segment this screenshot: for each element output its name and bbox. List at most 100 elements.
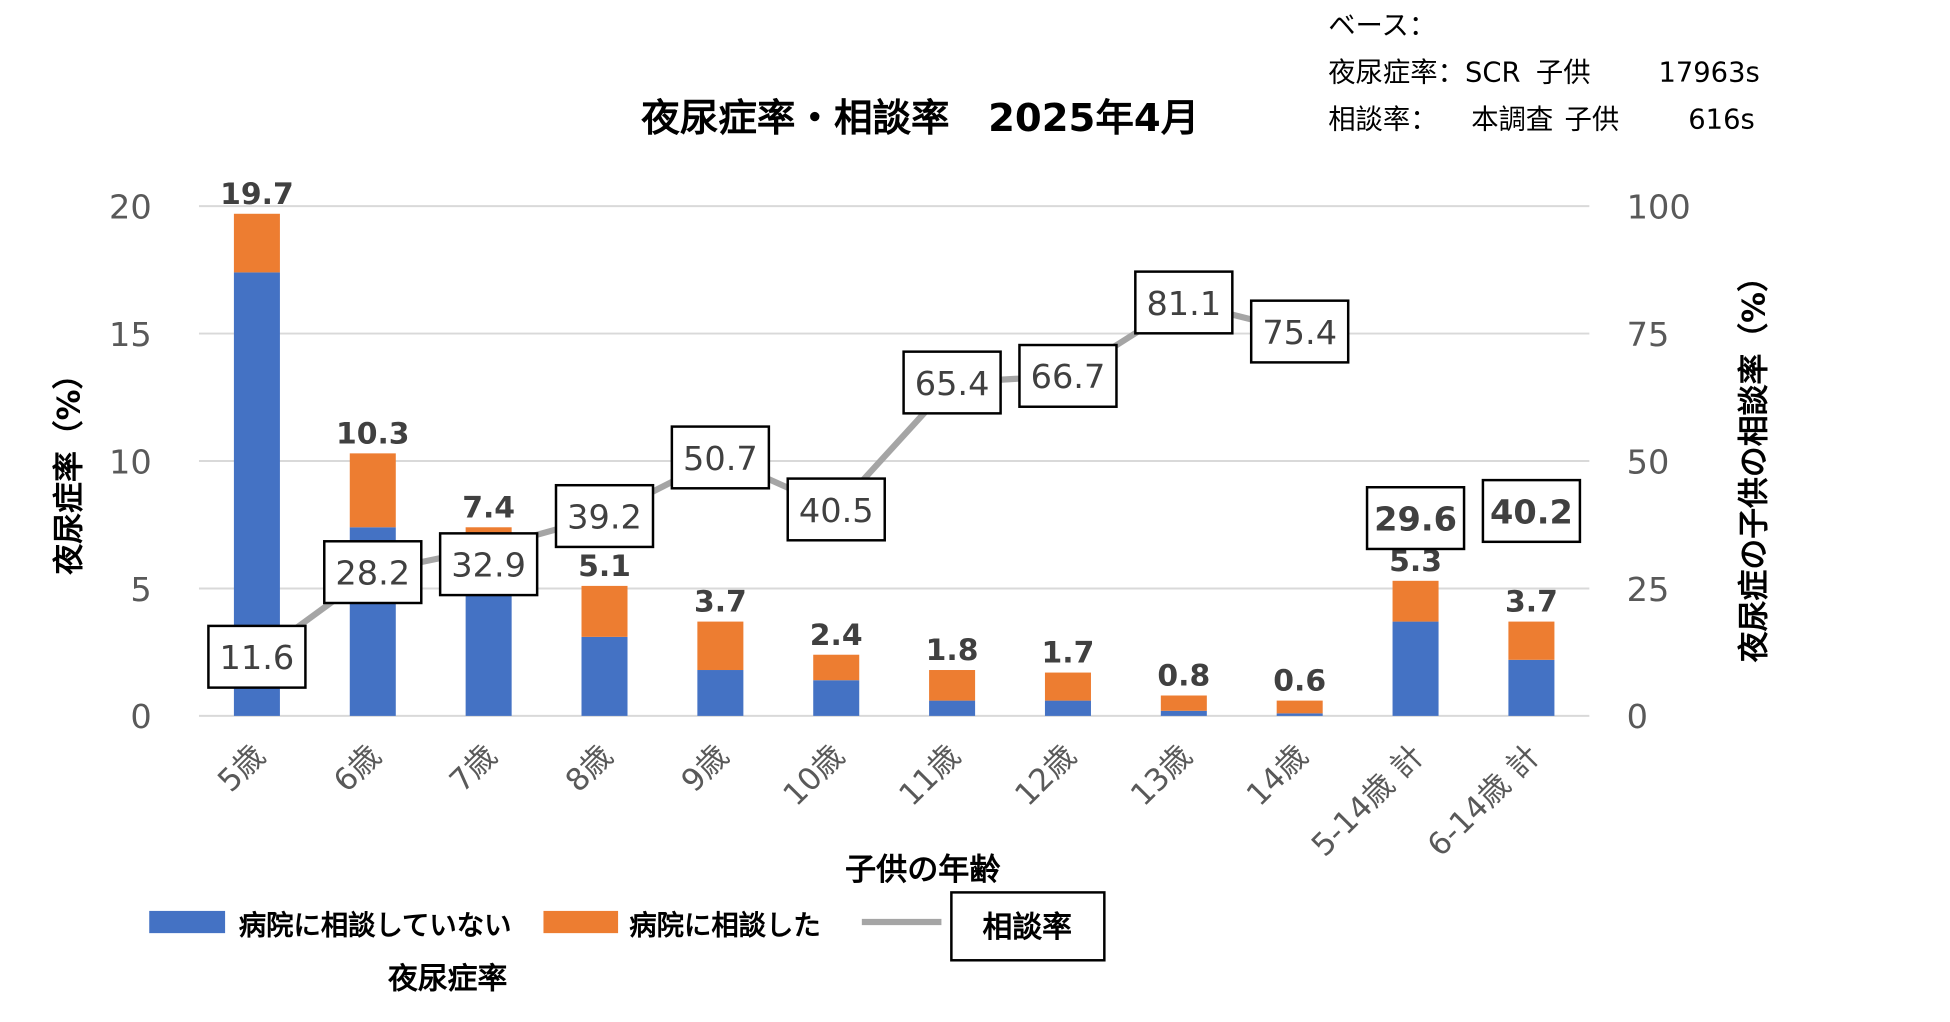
rate-label-text: 66.7 bbox=[1031, 357, 1106, 396]
total-label: 10.3 bbox=[336, 417, 410, 452]
rate-label-text: 65.4 bbox=[915, 364, 990, 403]
rate-label: 39.2 bbox=[554, 483, 655, 549]
y-axis-right: 0 25 50 75 100 bbox=[1627, 188, 1691, 737]
total-label: 0.8 bbox=[1157, 659, 1210, 694]
gridlines bbox=[198, 205, 1590, 717]
bar-consulted bbox=[349, 453, 396, 528]
rate-label-box bbox=[1134, 270, 1234, 335]
rate-label: 75.4 bbox=[1249, 299, 1350, 364]
rate-label-box bbox=[207, 624, 307, 689]
base-note: ベース： 夜尿症率： SCR 子供 17963s 相談率： 本調査 子供 616… bbox=[1328, 11, 1760, 136]
bar-consulted bbox=[581, 585, 628, 637]
rate-label: 81.1 bbox=[1134, 270, 1234, 335]
base-note-row-label: 相談率： bbox=[1328, 104, 1437, 135]
y-tick-label: 0 bbox=[130, 697, 151, 736]
chart-title: 夜尿症率・相談率 2025年4月 bbox=[640, 96, 1199, 141]
total-label: 0.6 bbox=[1273, 664, 1326, 699]
y2-tick-label: 0 bbox=[1627, 697, 1648, 736]
y2-axis-title: 夜尿症の子供の相談率（%） bbox=[1737, 261, 1773, 663]
bar-not-consulted bbox=[581, 636, 628, 716]
y-tick-label: 15 bbox=[109, 315, 152, 354]
rate-label-text: 81.1 bbox=[1146, 284, 1221, 323]
rate-label: 32.9 bbox=[438, 532, 539, 597]
y2-tick-label: 75 bbox=[1627, 315, 1670, 354]
bar-not-consulted bbox=[465, 588, 512, 716]
bar-not-consulted bbox=[1276, 713, 1323, 716]
legend-label-not-consulted: 病院に相談していない bbox=[239, 909, 512, 941]
bar-not-consulted bbox=[1044, 700, 1091, 716]
rate-label-text: 28.2 bbox=[335, 554, 410, 593]
rate-label-text: 11.6 bbox=[220, 638, 295, 677]
bar-not-consulted bbox=[929, 700, 976, 716]
y-tick-label: 5 bbox=[130, 570, 151, 609]
rate-label: 28.2 bbox=[323, 540, 423, 605]
rate-label-box bbox=[902, 350, 1002, 415]
bar-consulted bbox=[1160, 695, 1207, 711]
y2-tick-label: 50 bbox=[1627, 442, 1670, 481]
rate-label-box bbox=[554, 483, 655, 549]
rate-label-text: 75.4 bbox=[1262, 313, 1337, 352]
rate-label-box bbox=[1365, 486, 1466, 551]
y2-tick-label: 100 bbox=[1627, 188, 1691, 227]
base-note-row-source: SCR bbox=[1465, 58, 1521, 89]
legend: 病院に相談していない 病院に相談した 相談率 夜尿症率 bbox=[149, 891, 1106, 997]
legend-swatch-not-consulted bbox=[149, 910, 226, 934]
bar-consulted bbox=[813, 654, 860, 681]
x-axis-title: 子供の年齢 bbox=[845, 852, 1000, 888]
rate-label: 40.5 bbox=[786, 477, 886, 542]
legend-label-consulted: 病院に相談した bbox=[629, 909, 820, 941]
total-label: 1.8 bbox=[926, 633, 979, 668]
rate-label-box bbox=[1481, 478, 1582, 544]
rate-label: 40.2 bbox=[1481, 478, 1582, 544]
rate-label-text: 50.7 bbox=[683, 439, 758, 478]
total-label: 3.7 bbox=[694, 585, 747, 620]
rate-label-text: 32.9 bbox=[451, 546, 526, 585]
bar-not-consulted bbox=[813, 680, 860, 716]
y2-tick-label: 25 bbox=[1627, 570, 1670, 609]
legend-group-label: 夜尿症率 bbox=[387, 962, 507, 997]
legend-rate-box bbox=[950, 891, 1106, 962]
rate-label: 65.4 bbox=[902, 350, 1002, 415]
rate-label-text: 39.2 bbox=[567, 498, 642, 537]
total-label: 2.4 bbox=[810, 618, 863, 653]
total-label: 1.7 bbox=[1042, 636, 1095, 671]
rate-labels: 11.6 28.2 32.9 39.2 50.7 40.5 65.4 66.7 81.1 75.4… bbox=[207, 270, 1582, 689]
rate-label: 29.6 bbox=[1365, 486, 1466, 551]
bar-consulted bbox=[1392, 580, 1439, 622]
bar-consulted bbox=[1508, 621, 1555, 660]
rate-label-box bbox=[786, 477, 886, 542]
rate-label: 11.6 bbox=[207, 624, 307, 689]
rate-label-box bbox=[438, 532, 539, 597]
total-label: 3.7 bbox=[1505, 585, 1558, 620]
total-label: 5.1 bbox=[578, 549, 631, 584]
total-labels: 19.710.37.45.13.72.4 1.8 1.70.8 0.65.33.7 bbox=[220, 177, 1558, 699]
rate-label: 66.7 bbox=[1018, 343, 1118, 408]
total-label: 7.4 bbox=[462, 491, 515, 526]
total-label: 19.7 bbox=[220, 177, 294, 212]
y-tick-label: 20 bbox=[109, 188, 152, 227]
bar-not-consulted bbox=[1160, 710, 1207, 716]
bar-consulted bbox=[1044, 672, 1091, 701]
rate-label-text: 29.6 bbox=[1374, 500, 1457, 539]
bar-consulted bbox=[929, 670, 976, 701]
rate-label-box bbox=[1018, 343, 1118, 408]
base-note-row-label: 夜尿症率： bbox=[1328, 58, 1465, 89]
rate-label-text: 40.2 bbox=[1490, 492, 1573, 531]
rate-label: 50.7 bbox=[670, 425, 771, 490]
y-axis-left: 0 5 10 15 20 bbox=[109, 188, 152, 737]
base-note-row-source: 本調査 bbox=[1471, 104, 1553, 135]
base-note-label: ベース： bbox=[1328, 11, 1436, 42]
y-axis-title: 夜尿症率（%） bbox=[51, 359, 87, 576]
base-note-row-group: 子供 bbox=[1536, 58, 1591, 89]
rate-label-box bbox=[670, 425, 771, 490]
y-tick-label: 10 bbox=[109, 442, 152, 481]
bar-consulted bbox=[1276, 700, 1323, 714]
bar-not-consulted bbox=[1508, 659, 1555, 716]
legend-swatch-consulted bbox=[543, 910, 619, 934]
bar-consulted bbox=[233, 213, 280, 273]
base-note-row-n: 17963s bbox=[1658, 58, 1759, 89]
legend-label-rate: 相談率 bbox=[982, 910, 1071, 945]
rate-label-box bbox=[323, 540, 423, 605]
